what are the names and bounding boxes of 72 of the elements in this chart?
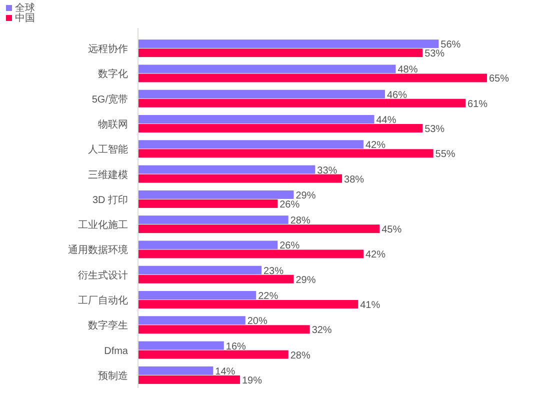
- data-label: 41%: [360, 300, 380, 311]
- bar: [138, 48, 423, 58]
- bar: [138, 74, 487, 82]
- data-label: 32%: [312, 325, 332, 336]
- bar: [138, 199, 278, 208]
- data-label: 28%: [290, 216, 310, 227]
- data-label: 16%: [226, 341, 246, 352]
- y-tick-label: 远程协作: [88, 43, 128, 56]
- bar: [138, 375, 240, 384]
- bar: [138, 216, 288, 224]
- data-label: 53%: [424, 124, 445, 135]
- y-tick-label: 5G/宽带: [92, 93, 128, 106]
- legend-label: 中国: [15, 12, 35, 24]
- data-label: 46%: [386, 90, 408, 101]
- data-label: 22%: [258, 291, 278, 302]
- bar: [138, 350, 288, 359]
- bar: [138, 190, 294, 199]
- bar: [138, 124, 423, 132]
- data-label: 38%: [344, 174, 364, 186]
- y-tick-label: 三维建模: [88, 168, 128, 181]
- bar: [138, 366, 214, 375]
- data-label: 45%: [382, 224, 402, 236]
- y-tick-label: 数字化: [98, 68, 128, 80]
- data-label: 42%: [366, 250, 386, 261]
- data-label: 29%: [296, 190, 316, 202]
- bar: [138, 250, 364, 258]
- data-label: 19%: [242, 375, 262, 386]
- data-label: 42%: [366, 140, 386, 152]
- legend-label: 全球: [15, 2, 35, 14]
- data-label: 48%: [398, 64, 418, 76]
- y-tick-label: Dfma: [104, 346, 128, 357]
- y-tick-label: 物联网: [98, 118, 128, 130]
- bar: [138, 291, 256, 300]
- data-label: 14%: [215, 366, 236, 378]
- bar: [138, 325, 310, 334]
- data-label: 61%: [468, 98, 488, 110]
- data-label: 26%: [280, 199, 300, 210]
- bar: [138, 300, 358, 308]
- bar: [138, 341, 224, 350]
- data-label: 28%: [290, 350, 310, 362]
- y-tick-label: 通用数据环境: [68, 244, 128, 256]
- data-label: 20%: [247, 316, 268, 328]
- data-label: 44%: [376, 115, 396, 126]
- y-tick-label: 工厂自动化: [78, 294, 128, 306]
- y-tick-label: 工业化施工: [78, 219, 128, 232]
- bar: [138, 316, 246, 325]
- bar: [138, 90, 385, 98]
- bar: [138, 266, 262, 274]
- bar: [138, 174, 342, 183]
- bar: [138, 240, 278, 250]
- data-label: 55%: [435, 149, 456, 160]
- y-tick-label: 3D 打印: [92, 194, 128, 206]
- bar: [138, 64, 396, 74]
- bar: [138, 274, 294, 284]
- bar: [138, 140, 364, 149]
- bar: [138, 165, 316, 174]
- data-label: 56%: [440, 40, 461, 51]
- y-tick-label: 人工智能: [88, 144, 128, 156]
- bar: [138, 98, 466, 108]
- y-tick-label: 预制造: [98, 370, 128, 382]
- data-label: 65%: [489, 74, 510, 85]
- data-label: 33%: [317, 165, 338, 176]
- bar: [138, 224, 380, 234]
- bar: [138, 115, 374, 124]
- data-label: 23%: [263, 266, 284, 277]
- bar: [138, 149, 434, 158]
- data-label: 26%: [280, 240, 300, 252]
- data-label: 29%: [296, 274, 316, 286]
- y-tick-label: 数字孪生: [88, 320, 128, 332]
- bar: [138, 40, 439, 48]
- data-label: 53%: [424, 48, 445, 60]
- y-tick-label: 衍生式设计: [78, 269, 128, 282]
